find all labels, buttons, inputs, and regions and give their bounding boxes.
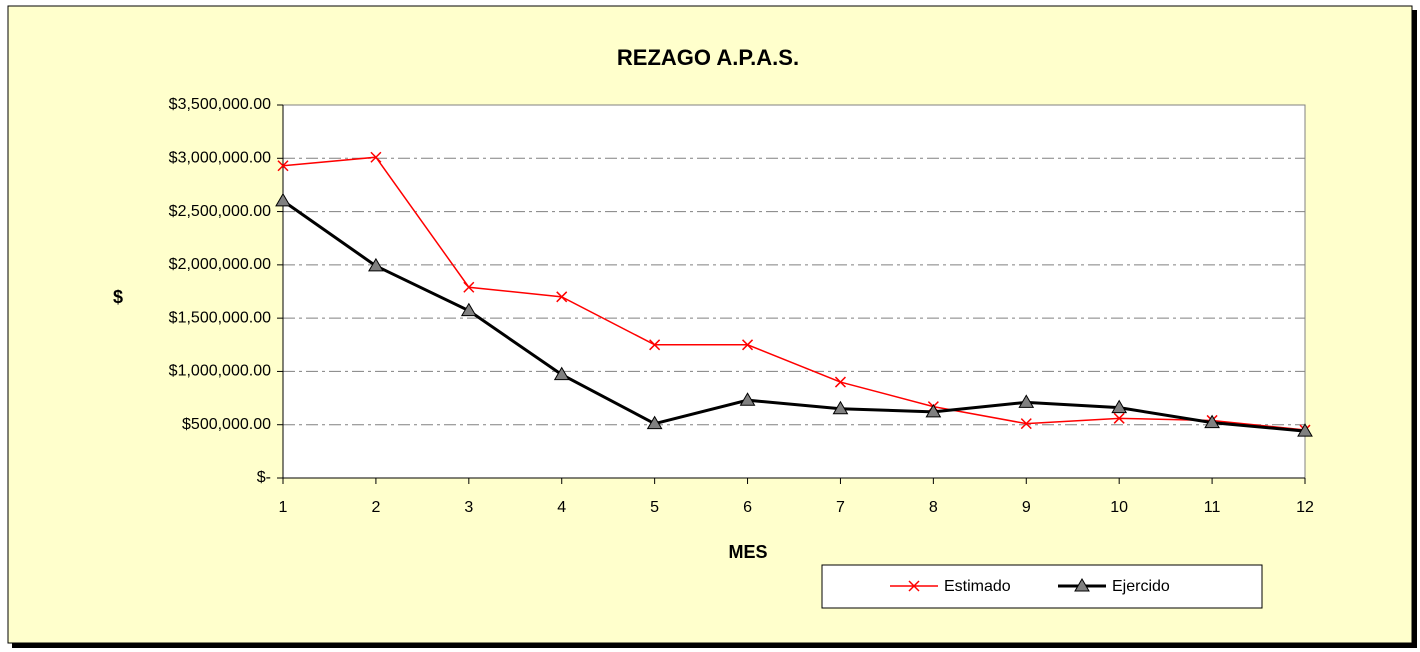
marker <box>1204 414 1220 429</box>
legend-marker <box>908 580 920 592</box>
x-tick-label: 4 <box>557 499 566 516</box>
marker <box>1297 423 1313 437</box>
x-tick-label: 5 <box>650 499 659 516</box>
x-tick-label: 10 <box>1110 499 1128 516</box>
legend-label: Estimado <box>944 578 1011 595</box>
marker <box>277 160 289 172</box>
x-tick-label: 12 <box>1296 499 1314 516</box>
marker <box>370 151 382 163</box>
x-tick-label: 2 <box>371 499 380 516</box>
marker <box>460 302 477 317</box>
y-tick-label: $500,000.00 <box>182 416 271 433</box>
legend-label: Ejercido <box>1112 578 1170 595</box>
series-line <box>282 199 1306 433</box>
y-tick-label: $2,000,000.00 <box>169 256 271 273</box>
legend <box>821 564 1263 609</box>
marker <box>742 339 754 351</box>
x-tick-label: 3 <box>464 499 473 516</box>
marker <box>832 400 849 415</box>
marker <box>649 339 661 351</box>
x-tick-label: 7 <box>836 499 845 516</box>
marker <box>834 376 846 388</box>
y-tick-label: $3,500,000.00 <box>169 96 271 113</box>
marker <box>1111 399 1128 414</box>
x-tick-label: 1 <box>279 499 288 516</box>
x-tick-label: 9 <box>1022 499 1031 516</box>
marker <box>925 403 942 418</box>
x-axis-title: MES <box>728 542 767 562</box>
legend-marker <box>1074 578 1090 592</box>
x-tick-label: 6 <box>743 499 752 516</box>
y-tick-label: $- <box>257 469 271 486</box>
marker <box>553 366 570 381</box>
y-tick-label: $2,500,000.00 <box>169 203 271 220</box>
series-line <box>282 156 1306 431</box>
chart-title: REZAGO A.P.A.S. <box>617 45 799 70</box>
y-tick-label: $3,000,000.00 <box>169 150 271 167</box>
marker <box>1113 412 1125 424</box>
marker <box>556 291 568 303</box>
marker <box>463 281 475 293</box>
marker <box>646 415 663 430</box>
marker <box>275 192 291 207</box>
y-tick-label: $1,000,000.00 <box>169 363 271 380</box>
x-tick-label: 8 <box>929 499 938 516</box>
plot-area <box>282 104 1306 479</box>
y-tick-label: $1,500,000.00 <box>169 309 271 326</box>
x-tick-label: 11 <box>1204 499 1221 516</box>
y-axis-title: $ <box>113 287 123 307</box>
marker <box>1020 418 1032 430</box>
marker <box>1018 394 1035 408</box>
marker <box>368 257 384 272</box>
marker <box>739 392 756 406</box>
